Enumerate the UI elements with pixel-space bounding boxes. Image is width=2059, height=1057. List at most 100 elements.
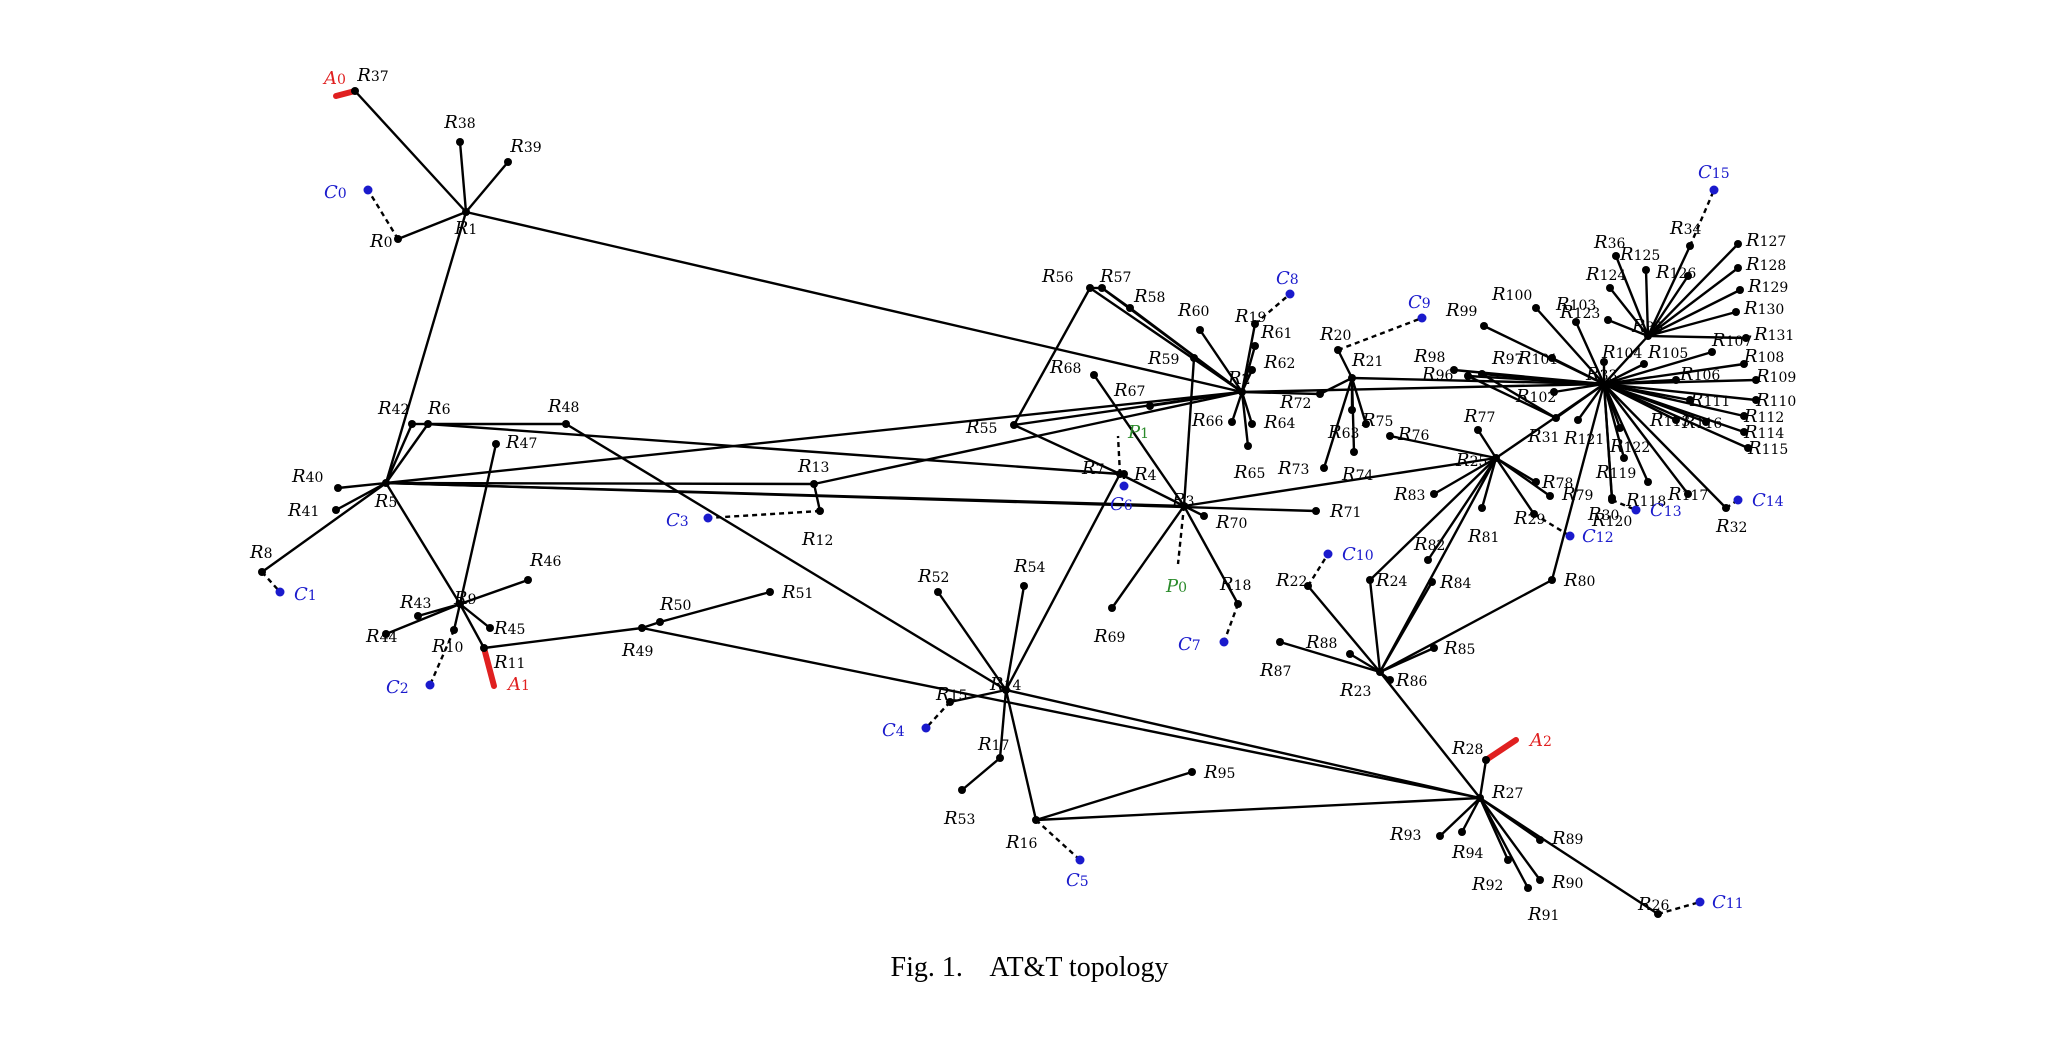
label-r19: R19 bbox=[1234, 306, 1266, 327]
label-r94: R94 bbox=[1451, 842, 1483, 863]
node-c2 bbox=[425, 680, 435, 690]
label-c10: C10 bbox=[1342, 544, 1374, 565]
node-c15 bbox=[1709, 185, 1719, 195]
edge-r23-r27 bbox=[1379, 671, 1481, 799]
node-r131 bbox=[1742, 334, 1750, 342]
edge-r33-r101 bbox=[1551, 356, 1605, 386]
node-r68 bbox=[1090, 371, 1098, 379]
node-r83 bbox=[1430, 490, 1438, 498]
label-c8: C8 bbox=[1276, 268, 1299, 289]
label-r109: R109 bbox=[1755, 366, 1796, 387]
node-r66 bbox=[1228, 418, 1236, 426]
edge-r80-r33 bbox=[1550, 383, 1606, 581]
edge-r2-r55 bbox=[1013, 390, 1243, 427]
label-r30: R30 bbox=[1587, 504, 1619, 525]
edge-r2-r62 bbox=[1240, 369, 1254, 393]
edge-r17-r53 bbox=[961, 757, 1001, 791]
node-r34 bbox=[1686, 242, 1694, 250]
edge-r11-a1 bbox=[481, 645, 497, 689]
label-r33: R33 bbox=[1585, 364, 1617, 385]
label-c5: C5 bbox=[1066, 870, 1089, 891]
node-r21 bbox=[1348, 374, 1356, 382]
edge-r10-c2 bbox=[428, 629, 456, 686]
node-r5 bbox=[382, 479, 390, 487]
node-r89 bbox=[1536, 836, 1544, 844]
label-r26: R26 bbox=[1637, 894, 1669, 915]
label-r92: R92 bbox=[1471, 874, 1503, 895]
label-r53: R53 bbox=[943, 808, 975, 829]
label-r97: R97 bbox=[1491, 348, 1523, 369]
node-r121 bbox=[1574, 416, 1582, 424]
label-r10: R10 bbox=[431, 636, 463, 657]
label-r51: R51 bbox=[781, 582, 813, 603]
label-r20: R20 bbox=[1319, 324, 1351, 345]
edge-r14-r54 bbox=[1004, 585, 1026, 691]
node-c6 bbox=[1119, 481, 1129, 491]
node-r59 bbox=[1190, 354, 1198, 362]
edge-r33-r103 bbox=[1574, 321, 1606, 385]
node-r100 bbox=[1532, 304, 1540, 312]
label-r38: R38 bbox=[443, 112, 475, 133]
label-r61: R61 bbox=[1260, 322, 1292, 343]
node-r1 bbox=[462, 208, 470, 216]
edge-r57-r58 bbox=[1101, 287, 1131, 309]
label-r57: R57 bbox=[1099, 266, 1131, 287]
node-r40 bbox=[334, 484, 342, 492]
node-c12 bbox=[1565, 531, 1575, 541]
edge-r35-r36 bbox=[1614, 255, 1650, 337]
node-r96 bbox=[1464, 372, 1472, 380]
label-r14: R14 bbox=[989, 674, 1021, 695]
label-r40: R40 bbox=[291, 466, 323, 487]
node-r14 bbox=[1002, 686, 1010, 694]
node-r127 bbox=[1734, 240, 1742, 248]
label-r59: R59 bbox=[1147, 348, 1179, 369]
label-r5: R5 bbox=[374, 491, 397, 512]
label-r107: R107 bbox=[1711, 330, 1752, 351]
edge-r12-c3 bbox=[707, 509, 821, 520]
label-c1: C1 bbox=[294, 584, 317, 605]
label-r8: R8 bbox=[249, 542, 272, 563]
node-r94 bbox=[1458, 828, 1466, 836]
edge-r3-r59 bbox=[1182, 357, 1196, 507]
node-c13 bbox=[1631, 505, 1641, 515]
label-r7: R7 bbox=[1081, 458, 1104, 479]
label-r49: R49 bbox=[621, 640, 653, 661]
label-r32: R32 bbox=[1715, 516, 1747, 537]
label-r106: R106 bbox=[1679, 364, 1720, 385]
edge-r5-r41 bbox=[335, 481, 387, 512]
node-r58 bbox=[1126, 304, 1134, 312]
edge-r2-r66 bbox=[1230, 391, 1244, 423]
node-r87 bbox=[1276, 638, 1284, 646]
edge-r5-r40 bbox=[337, 481, 387, 490]
edge-r96-r31 bbox=[1467, 374, 1557, 420]
edge-r9-r45 bbox=[459, 603, 491, 629]
node-r82 bbox=[1424, 556, 1432, 564]
label-r93: R93 bbox=[1389, 824, 1421, 845]
label-r16: R16 bbox=[1005, 832, 1037, 853]
label-r119: R119 bbox=[1595, 462, 1636, 483]
label-c4: C4 bbox=[882, 720, 905, 741]
label-r86: R86 bbox=[1395, 670, 1427, 691]
edge-r25-r81 bbox=[1480, 457, 1498, 509]
label-r21: R21 bbox=[1351, 350, 1383, 371]
edge-r27-r94 bbox=[1460, 797, 1482, 833]
node-r44 bbox=[382, 630, 390, 638]
label-r101: R101 bbox=[1517, 348, 1558, 369]
node-r80 bbox=[1548, 576, 1556, 584]
edge-r27-r90 bbox=[1479, 797, 1541, 881]
edge-r7-r3 bbox=[1119, 472, 1185, 508]
node-r69 bbox=[1108, 604, 1116, 612]
node-r7 bbox=[1116, 470, 1124, 478]
label-r88: R88 bbox=[1305, 632, 1337, 653]
node-r115 bbox=[1744, 444, 1752, 452]
edge-r35-r123 bbox=[1607, 318, 1649, 338]
edge-r33-r122 bbox=[1602, 383, 1622, 429]
edge-r27-r92 bbox=[1478, 797, 1510, 861]
node-r39 bbox=[504, 158, 512, 166]
node-r70 bbox=[1200, 512, 1208, 520]
node-r24 bbox=[1366, 576, 1374, 584]
edge-r25-r82 bbox=[1427, 457, 1497, 561]
label-r81: R81 bbox=[1467, 526, 1499, 547]
edge-r21-r63 bbox=[1350, 377, 1368, 425]
